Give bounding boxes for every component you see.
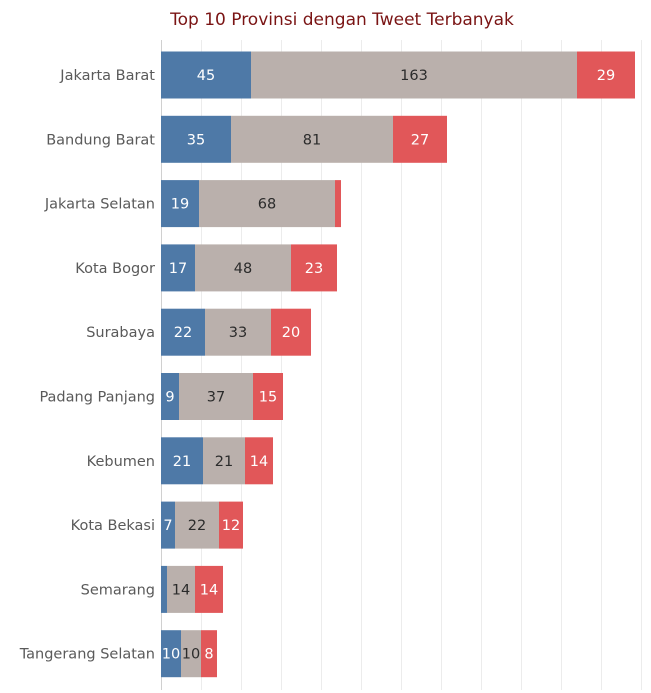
data-label: 81 bbox=[303, 132, 321, 148]
bar-segment bbox=[205, 308, 271, 356]
category-label: Jakarta Selatan bbox=[44, 197, 155, 213]
data-label: 22 bbox=[188, 518, 206, 534]
data-label: 10 bbox=[162, 647, 180, 663]
bar-segment bbox=[253, 373, 283, 420]
category-label: Kebumen bbox=[87, 454, 155, 470]
data-label: 33 bbox=[229, 325, 247, 341]
data-label: 21 bbox=[173, 454, 191, 470]
data-label: 17 bbox=[169, 261, 187, 277]
bar-segment bbox=[181, 630, 201, 678]
chart-title: Top 10 Provinsi dengan Tweet Terbanyak bbox=[170, 10, 514, 30]
data-label: 21 bbox=[215, 454, 233, 470]
data-label: 10 bbox=[182, 647, 200, 663]
bar-segment bbox=[161, 115, 231, 163]
data-label: 68 bbox=[258, 197, 276, 213]
bar-segment bbox=[219, 501, 243, 549]
bar-segment bbox=[231, 115, 393, 163]
bar-segment bbox=[203, 437, 245, 485]
category-label: Kota Bogor bbox=[75, 261, 155, 277]
data-label: 20 bbox=[282, 325, 300, 341]
data-label: 14 bbox=[250, 454, 268, 470]
category-label: Kota Bekasi bbox=[71, 518, 155, 534]
bar-segment bbox=[167, 565, 195, 613]
category-label: Jakarta Barat bbox=[59, 68, 155, 84]
data-label: 163 bbox=[400, 68, 428, 84]
category-label: Surabaya bbox=[86, 325, 155, 341]
data-label: 7 bbox=[163, 518, 172, 534]
category-labels: Jakarta Barat Bandung Barat Jakarta Selata… bbox=[19, 68, 156, 663]
data-label: 14 bbox=[172, 582, 190, 598]
data-label: 23 bbox=[305, 261, 323, 277]
bar-segment bbox=[179, 373, 253, 420]
bar-segment bbox=[335, 180, 341, 228]
bar-segment bbox=[161, 308, 205, 356]
bar-segment bbox=[161, 437, 203, 485]
data-label: 15 bbox=[259, 390, 277, 406]
bar-segment bbox=[175, 501, 219, 549]
category-label: Padang Panjang bbox=[39, 390, 155, 406]
data-label: 48 bbox=[234, 261, 252, 277]
data-label: 45 bbox=[197, 68, 215, 84]
bar-segment bbox=[195, 565, 223, 613]
bar-segment bbox=[577, 51, 635, 99]
bar-segment bbox=[251, 51, 577, 99]
bar-segment bbox=[161, 244, 195, 292]
data-label: 14 bbox=[200, 582, 218, 598]
bar-segment bbox=[199, 180, 335, 228]
bar-segment bbox=[271, 308, 311, 356]
data-label: 8 bbox=[204, 647, 213, 663]
bar-segment bbox=[393, 115, 447, 163]
data-label: 9 bbox=[165, 390, 174, 406]
category-label: Tangerang Selatan bbox=[19, 647, 155, 663]
bar-segment bbox=[291, 244, 337, 292]
bar-segment bbox=[245, 437, 273, 485]
bar-segment bbox=[161, 630, 181, 678]
bar-segment bbox=[161, 180, 199, 228]
data-label: 27 bbox=[411, 132, 429, 148]
data-label: 37 bbox=[207, 390, 225, 406]
data-label: 19 bbox=[171, 197, 189, 213]
bar-segment bbox=[161, 51, 251, 99]
bar-segment bbox=[161, 373, 179, 420]
data-label: 29 bbox=[597, 68, 615, 84]
gridlines bbox=[161, 40, 642, 690]
bar-segment bbox=[195, 244, 291, 292]
data-label: 35 bbox=[187, 132, 205, 148]
bar-segment bbox=[161, 565, 167, 613]
category-label: Bandung Barat bbox=[46, 132, 155, 148]
data-label: 12 bbox=[222, 518, 240, 534]
data-label: 22 bbox=[174, 325, 192, 341]
category-label: Semarang bbox=[81, 582, 155, 598]
bar-segment bbox=[161, 501, 175, 549]
bar-segment bbox=[201, 630, 217, 678]
